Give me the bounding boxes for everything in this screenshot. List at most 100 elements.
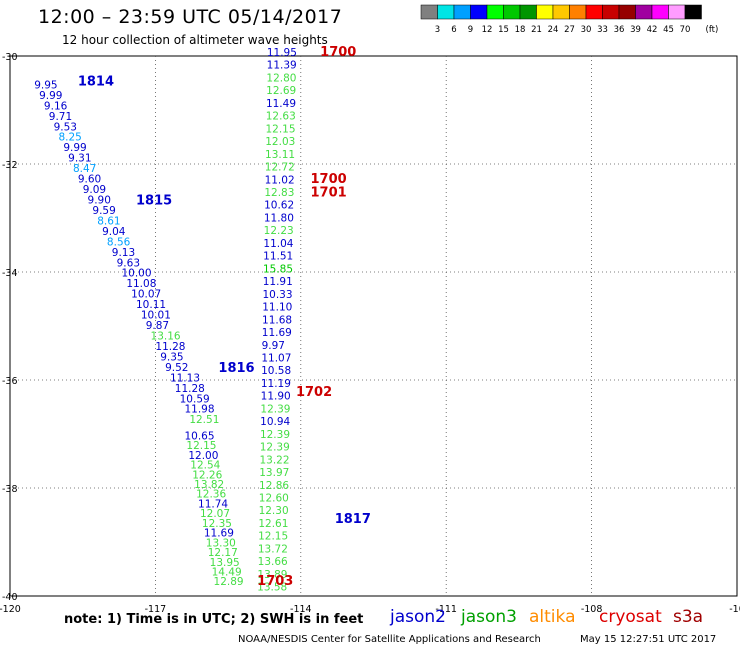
swh-value-label: 10.58 — [261, 365, 291, 377]
swh-value-label: 10.07 — [131, 289, 161, 301]
lat-tick-label: -38 — [2, 484, 18, 495]
swh-value-label: 9.90 — [88, 194, 111, 206]
map-subtitle: 12 hour collection of altimeter wave hei… — [62, 33, 328, 47]
swh-value-label: 10.62 — [264, 200, 294, 212]
swh-value-label: 9.99 — [63, 142, 86, 154]
swh-value-label: 11.04 — [263, 238, 293, 250]
colorbar-tick-label: 45 — [663, 25, 674, 35]
swh-value-label: 13.58 — [257, 582, 287, 594]
swh-value-label: 11.74 — [198, 498, 228, 510]
swh-value-label: 10.01 — [141, 310, 171, 322]
swh-value-label: 12.60 — [259, 493, 289, 505]
swh-value-label: 11.95 — [267, 47, 297, 59]
swh-value-label: 12.15 — [186, 440, 216, 452]
swh-value-label: 12.80 — [266, 72, 296, 84]
pass-number-label: 1700 — [310, 172, 346, 187]
legend-cryosat: cryosat — [599, 607, 662, 627]
swh-value-label: 12.61 — [258, 518, 288, 530]
swh-value-label: 12.03 — [265, 136, 295, 148]
lon-tick-label: -111 — [435, 604, 457, 615]
swh-value-label: 12.51 — [189, 414, 219, 426]
swh-value-label: 12.15 — [265, 123, 295, 135]
swh-value-label: 11.02 — [265, 174, 295, 186]
colorbar-tick-label: 33 — [597, 25, 608, 35]
swh-value-label: 9.60 — [78, 174, 101, 186]
swh-value-label: 12.23 — [264, 225, 294, 237]
swh-value-label: 9.52 — [165, 362, 188, 374]
swh-value-label: 12.63 — [266, 111, 296, 123]
swh-value-label: 9.04 — [102, 226, 126, 238]
swh-value-label: 9.35 — [160, 351, 183, 363]
swh-value-label: 10.94 — [260, 416, 290, 428]
swh-value-label: 9.87 — [146, 320, 169, 332]
pass-number-label: 1815 — [136, 194, 172, 209]
swh-value-label: 11.51 — [263, 251, 293, 263]
lon-tick-label: -10 — [729, 604, 740, 615]
colorbar-tick-label: 70 — [680, 25, 691, 35]
swh-value-label: 10.11 — [136, 299, 166, 311]
colorbar-swatch — [684, 4, 702, 20]
pass-number-label: 1702 — [296, 385, 332, 400]
swh-value-label: 13.95 — [210, 557, 240, 569]
colorbar-tick-label: 36 — [614, 25, 625, 35]
legend-s3a: s3a — [673, 607, 704, 627]
swh-value-label: 11.07 — [261, 352, 291, 364]
legend-jason2: jason2 — [390, 607, 446, 627]
colorbar-tick-label: 27 — [564, 25, 575, 35]
swh-value-label: 10.65 — [184, 430, 214, 442]
swh-value-label: 14.49 — [212, 566, 242, 578]
swh-value-label: 9.31 — [68, 153, 91, 165]
swh-value-label: 11.10 — [262, 302, 292, 314]
swh-value-label: 13.72 — [258, 543, 288, 555]
swh-value-label: 11.28 — [155, 341, 185, 353]
colorbar-tick-label: 6 — [451, 25, 456, 35]
swh-value-label: 11.39 — [267, 60, 297, 72]
swh-value-label: 11.98 — [184, 404, 214, 416]
swh-value-label: 11.19 — [261, 378, 291, 390]
swh-value-label: 11.91 — [263, 276, 293, 288]
color-scale-bar: 3 6 9 12 15 18 21 24 27 30 33 36 39 42 45 70 (ft) — [420, 4, 719, 35]
swh-value-label: 13.22 — [259, 454, 289, 466]
lon-tick-label: -120 — [0, 604, 21, 615]
swh-value-label: 11.69 — [204, 528, 234, 540]
pass-number-label: 1700 — [320, 45, 356, 60]
swh-value-label: 9.71 — [49, 111, 72, 123]
swh-value-label: 10.59 — [180, 393, 210, 405]
lat-tick-label: -34 — [2, 268, 18, 279]
legend-jason3: jason3 — [461, 607, 517, 627]
colorbar-tick-label: 39 — [630, 25, 641, 35]
swh-value-label: 12.17 — [208, 547, 238, 559]
swh-value-label: 11.90 — [261, 391, 291, 403]
swh-value-label: 9.63 — [117, 257, 140, 269]
legend-altika: altika — [529, 607, 576, 627]
swh-value-label: 9.53 — [54, 121, 77, 133]
swh-value-label: 12.89 — [214, 576, 244, 588]
colorbar-tick-label: 24 — [548, 25, 559, 35]
swh-value-label: 9.13 — [112, 247, 135, 259]
colorbar-tick-label: 21 — [531, 25, 542, 35]
lat-tick-label: -32 — [2, 160, 18, 171]
swh-value-label: 12.72 — [265, 162, 295, 174]
map-frame — [9, 55, 738, 597]
lat-tick-label: -40 — [2, 592, 18, 603]
swh-value-label: 8.25 — [58, 132, 81, 144]
swh-value-label: 13.16 — [151, 331, 181, 343]
colorbar-tick-label: 9 — [468, 25, 473, 35]
swh-value-label: 10.00 — [121, 268, 151, 280]
swh-value-label: 12.26 — [192, 469, 222, 481]
lon-tick-label: -114 — [290, 604, 312, 615]
swh-value-label: 12.36 — [196, 489, 226, 501]
swh-value-label: 13.82 — [194, 479, 224, 491]
map-title: 12:00 – 23:59 UTC 05/14/2017 — [38, 6, 343, 28]
swh-value-label: 12.07 — [200, 508, 230, 520]
swh-value-label: 11.28 — [175, 383, 205, 395]
lon-tick-label: -108 — [581, 604, 603, 615]
swh-value-label: 13.97 — [259, 467, 289, 479]
colorbar-unit: (ft) — [706, 25, 719, 35]
swh-value-label: 9.97 — [262, 340, 285, 352]
swh-value-label: 12.15 — [258, 531, 288, 543]
swh-value-label: 12.86 — [259, 480, 289, 492]
swh-value-label: 13.66 — [258, 556, 288, 568]
swh-value-label: 12.54 — [190, 460, 220, 472]
swh-value-label: 12.30 — [259, 505, 289, 517]
